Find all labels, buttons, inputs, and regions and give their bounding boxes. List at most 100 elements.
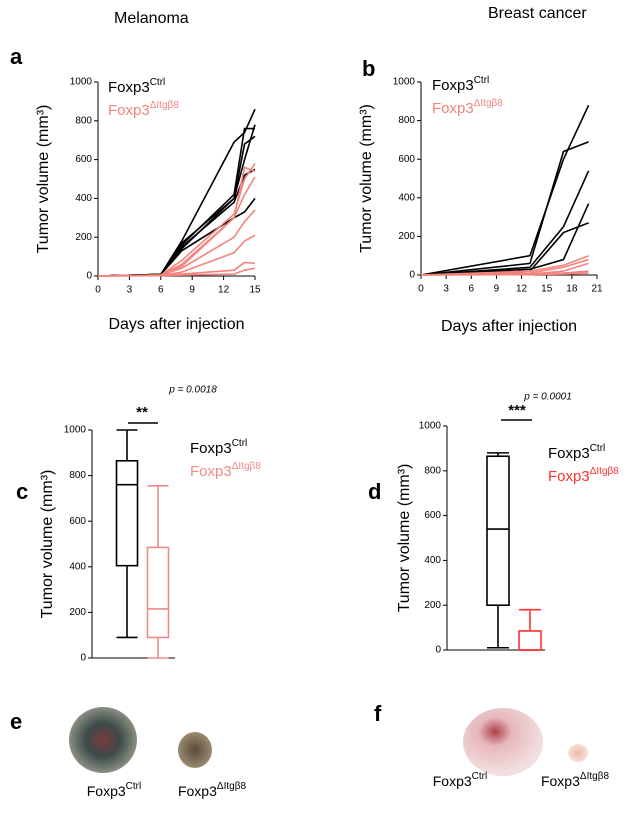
x-axis-label: Days after injection (108, 316, 244, 333)
y-tick-label: 200 (398, 231, 415, 242)
legend-entry: Foxp3Ctrl (87, 781, 141, 799)
x-tick-label: 6 (469, 284, 475, 295)
legend-entry: Foxp3ΔItgβ8 (548, 466, 619, 485)
p-value: p = 0.0018 (168, 385, 217, 396)
y-tick-label: 1000 (393, 77, 416, 88)
tumor-photo (568, 744, 588, 762)
box (486, 455, 510, 606)
x-tick-label: 0 (418, 284, 424, 295)
x-tick-label: 12 (516, 284, 528, 295)
legend-superscript: ΔItgβ8 (590, 466, 620, 477)
y-tick-label: 600 (75, 154, 92, 165)
mouse-line (420, 272, 589, 276)
y-tick-label: 1000 (70, 77, 93, 88)
panel-letter: f (374, 701, 382, 726)
y-tick-label: 1000 (419, 421, 442, 432)
x-tick-label: 12 (218, 285, 230, 296)
y-tick-label: 0 (86, 271, 92, 282)
panel-letter: c (16, 479, 28, 504)
legend-name: Foxp3 (87, 783, 126, 799)
legend-superscript: Ctrl (472, 771, 488, 782)
legend-name: Foxp3 (178, 783, 217, 799)
legend-superscript: ΔItgβ8 (474, 98, 504, 109)
y-tick-label: 1000 (64, 425, 87, 436)
y-tick-label: 600 (69, 516, 86, 527)
mouse-line (420, 170, 590, 276)
tumor-photo (178, 732, 212, 768)
x-tick-label: 3 (127, 285, 133, 296)
legend-entry: Foxp3ΔItgβ8 (108, 100, 179, 119)
panel-letter: e (10, 709, 22, 734)
legend-entry: Foxp3ΔItgβ8 (541, 771, 609, 789)
panel-letter: a (10, 44, 23, 69)
y-tick-label: 0 (409, 270, 415, 281)
legend-superscript: Ctrl (126, 781, 142, 792)
legend-entry: Foxp3ΔItgβ8 (190, 461, 261, 480)
x-tick-label: 3 (443, 284, 449, 295)
y-tick-label: 200 (75, 232, 92, 243)
legend-entry: Foxp3Ctrl (190, 438, 247, 457)
column-title: Breast cancer (488, 5, 587, 22)
legend-name: Foxp3 (541, 773, 580, 789)
panel-letter: d (368, 479, 381, 504)
mouse-line (420, 254, 589, 276)
y-axis-label: Tumor volume (mm³) (35, 105, 52, 254)
mouse-line (97, 135, 256, 277)
mouse-line (420, 141, 589, 276)
legend-name: Foxp3 (108, 102, 150, 119)
y-tick-label: 600 (398, 154, 415, 165)
x-tick-label: 9 (494, 284, 500, 295)
legend-name: Foxp3 (548, 445, 590, 462)
mouse-line (420, 104, 590, 276)
significance: ** (136, 404, 148, 421)
legend-superscript: ΔItgβ8 (217, 781, 247, 792)
x-tick-label: 0 (95, 285, 101, 296)
panel-letter: b (362, 56, 375, 81)
y-tick-label: 400 (398, 192, 415, 203)
y-axis-label: Tumor volume (mm³) (39, 470, 56, 619)
x-axis-label: Days after injection (441, 318, 577, 335)
mouse-line (97, 166, 256, 277)
legend-entry: Foxp3Ctrl (432, 75, 489, 94)
legend-entry: Foxp3Ctrl (108, 77, 165, 96)
box (115, 459, 139, 567)
legend-superscript: ΔItgβ8 (580, 771, 610, 782)
box (518, 630, 542, 651)
y-axis-label: Tumor volume (mm³) (396, 464, 413, 613)
legend-entry: Foxp3Ctrl (548, 443, 605, 462)
legend-name: Foxp3 (432, 77, 474, 94)
y-tick-label: 400 (69, 561, 86, 572)
y-tick-label: 0 (435, 645, 441, 656)
x-tick-label: 21 (591, 284, 603, 295)
mouse-line (420, 203, 590, 276)
legend-superscript: ΔItgβ8 (150, 100, 180, 111)
legend-name: Foxp3 (190, 440, 232, 457)
y-tick-label: 800 (75, 115, 92, 126)
y-tick-label: 800 (69, 470, 86, 481)
legend-name: Foxp3 (108, 79, 150, 96)
p-value: p = 0.0001 (523, 392, 572, 403)
legend-name: Foxp3 (190, 463, 232, 480)
y-tick-label: 200 (424, 600, 441, 611)
legend-entry: Foxp3ΔItgβ8 (432, 98, 503, 117)
legend-superscript: ΔItgβ8 (232, 461, 262, 472)
y-tick-label: 800 (424, 465, 441, 476)
legend-superscript: Ctrl (474, 75, 490, 86)
legend-entry: Foxp3ΔItgβ8 (178, 781, 246, 799)
box (146, 546, 170, 639)
legend-superscript: Ctrl (232, 438, 248, 449)
x-tick-label: 9 (189, 285, 195, 296)
legend-name: Foxp3 (432, 100, 474, 117)
legend-superscript: Ctrl (590, 443, 606, 454)
significance: *** (508, 402, 526, 419)
x-tick-label: 15 (541, 284, 553, 295)
x-tick-label: 15 (249, 285, 261, 296)
y-tick-label: 400 (75, 193, 92, 204)
y-tick-label: 0 (80, 653, 86, 664)
tumor-photo (69, 707, 137, 773)
mouse-line (97, 176, 256, 277)
x-tick-label: 18 (566, 284, 578, 295)
tumor-photo (463, 708, 543, 776)
y-axis-label: Tumor volume (mm³) (358, 104, 375, 253)
